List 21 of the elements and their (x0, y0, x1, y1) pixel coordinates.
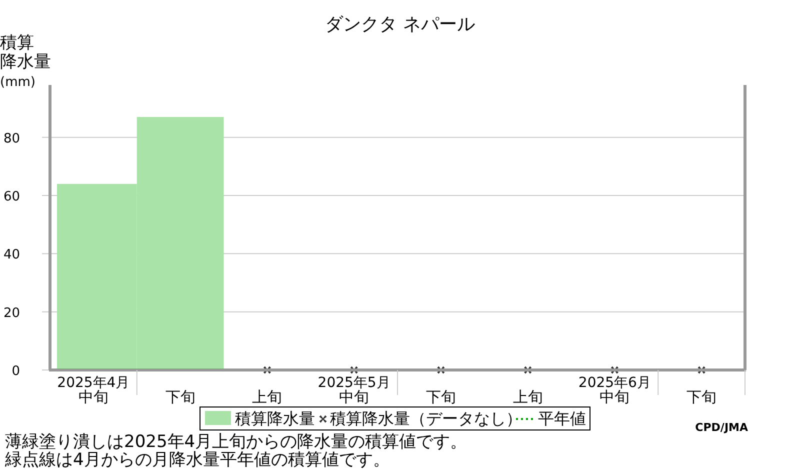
text: 緑点線は4月からの月降水量平年値の積算値です。 (4, 450, 390, 470)
x-tick-label: 下旬 (686, 388, 717, 406)
text: 薄緑塗り潰しは2025年4月上旬からの降水量の積算値です。 (5, 432, 468, 452)
y-tick-label: 60 (3, 190, 20, 205)
chart-title: ダンクタ ネパール (325, 14, 475, 35)
x-tick-label: 下旬 (165, 388, 196, 406)
legend-label: 平年値 (538, 409, 586, 428)
y-tick-label: 20 (3, 306, 20, 321)
x-tick-label: 2025年6月中旬 (578, 375, 651, 406)
legend-label: 積算降水量 (235, 409, 315, 428)
text: CPD/JMA (695, 421, 748, 434)
x-tick-label: 下旬 (426, 388, 456, 406)
x-tick-label: 上旬 (512, 388, 543, 406)
y-axis-title: 積算降水量(mm) (0, 33, 51, 90)
legend-label: 積算降水量（データなし） (330, 409, 522, 428)
y-tick-label: 0 (12, 364, 20, 379)
x-tick-label: 2025年4月中旬 (57, 375, 130, 406)
x-tick-label: 上旬 (252, 388, 282, 406)
y-tick-label: 40 (3, 248, 20, 263)
y-tick-label: 80 (3, 131, 20, 146)
x-tick-label: 2025年5月中旬 (318, 375, 390, 406)
